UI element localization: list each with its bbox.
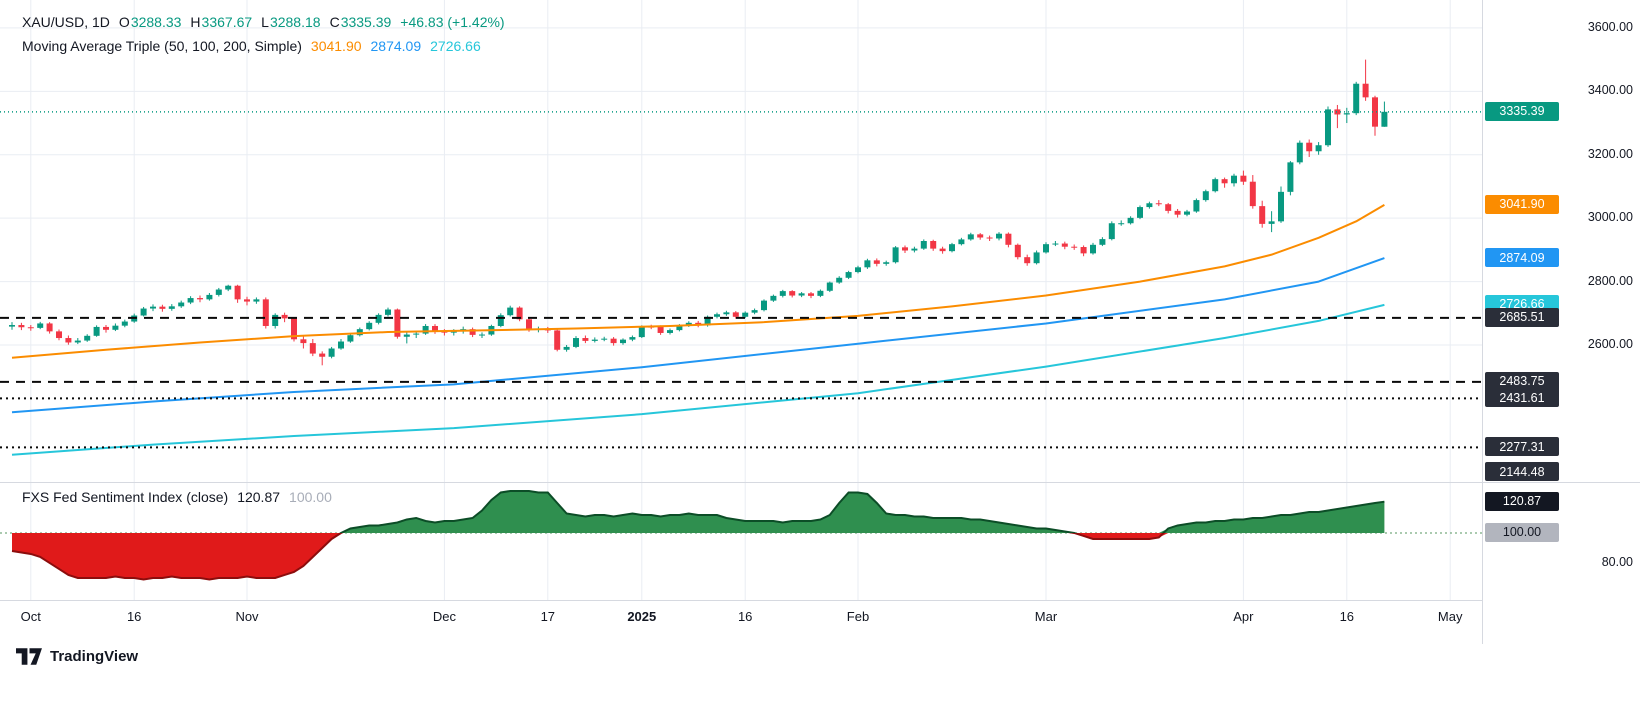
sentiment-indicator-legend[interactable]: FXS Fed Sentiment Index (close) 120.87 1… [22,489,332,505]
time-tick-17: 17 [540,609,556,624]
change-value: +46.83 (+1.42%) [400,14,505,30]
sentiment-baseline-badge: 100.00 [1485,522,1559,542]
sma-50-line [11,204,1385,359]
time-tick-nov: Nov [235,609,259,624]
level-badge-2685: 2685.51 [1485,307,1559,327]
time-tick-2025: 2025 [627,609,657,624]
time-tick-feb: Feb [846,609,870,624]
ma-indicator-legend[interactable]: Moving Average Triple (50, 100, 200, Sim… [22,38,481,54]
sentiment-value-badge: 120.87 [1485,491,1559,511]
time-tick-16: 16 [1339,609,1355,624]
sma50-badge: 3041.90 [1485,194,1559,214]
high-label: H [190,14,201,30]
price-tick-3000: 3000.00 [1587,210,1633,225]
close-label: C [329,14,340,30]
price-axis[interactable]: 3600.00 3400.00 3200.00 3000.00 2800.00 2600.… [1482,0,1640,644]
ohlc-low: L 3288.18 [261,14,320,30]
level-badge-2144: 2144.48 [1485,462,1559,481]
high-value: 3367.67 [201,14,253,30]
tradingview-logo-text: TradingView [50,648,139,665]
price-tick-3600: 3600.00 [1587,19,1633,34]
level-badge-2277: 2277.31 [1485,437,1559,457]
symbol-legend[interactable]: XAU/USD, 1D O 3288.33 H 3367.67 L 3288.18 C… [22,14,505,30]
chart-svg [0,0,1482,600]
current-price-badge: 3335.39 [1485,101,1559,121]
panel-separator [0,482,1640,483]
level-badge-2483: 2483.75 [1485,371,1559,391]
sentiment-area-positive [12,490,1385,533]
sentiment-indicator-label: FXS Fed Sentiment Index (close) [22,489,229,505]
sentiment-value: 120.87 [237,489,281,505]
time-tick-mar: Mar [1034,609,1058,624]
sma100-badge: 2874.09 [1485,248,1559,268]
low-value: 3288.18 [269,14,321,30]
tradingview-logo-icon [16,648,42,665]
gridlines [0,0,1482,600]
sentiment-area-negative [12,532,1385,580]
symbol-title: XAU/USD, 1D [22,14,110,30]
ma-indicator-label: Moving Average Triple (50, 100, 200, Sim… [22,38,302,54]
ohlc-close: C 3335.39 [330,14,392,30]
ohlc-high: H 3367.67 [190,14,252,30]
price-tick-3400: 3400.00 [1587,83,1633,98]
sentiment-line-positive [339,489,1385,533]
price-tick-2600: 2600.00 [1587,337,1633,351]
sma-200-line [11,303,1385,456]
ma50-value: 3041.90 [310,38,362,54]
open-value: 3288.33 [130,14,182,30]
sentiment-tick-80: 80.00 [1601,554,1633,569]
time-tick-may: May [1437,609,1463,624]
close-value: 3335.39 [340,14,392,30]
sma-100-line [11,257,1385,414]
ohlc-open: O 3288.33 [119,14,182,30]
chart-canvas[interactable] [0,0,1482,600]
ma100-value: 2874.09 [370,38,422,54]
time-tick-16: 16 [737,609,753,624]
time-tick-16: 16 [126,609,142,624]
level-badge-2431: 2431.61 [1485,388,1559,408]
time-tick-dec: Dec [432,609,456,624]
open-label: O [118,14,130,30]
tradingview-logo[interactable]: TradingView [16,648,138,665]
candlestick-series [9,59,1388,366]
price-tick-2800: 2800.00 [1587,273,1633,288]
price-tick-3200: 3200.00 [1587,146,1633,161]
sentiment-baseline-value: 100.00 [289,489,332,505]
ma200-value: 2726.66 [430,38,481,54]
low-label: L [261,14,269,30]
sentiment-line-negative [11,532,1165,581]
time-axis[interactable]: Oct 16 Nov Dec 17 2025 16 Feb Mar Apr 16 May [0,600,1482,645]
time-tick-oct: Oct [20,609,41,624]
time-tick-apr: Apr [1233,609,1254,624]
